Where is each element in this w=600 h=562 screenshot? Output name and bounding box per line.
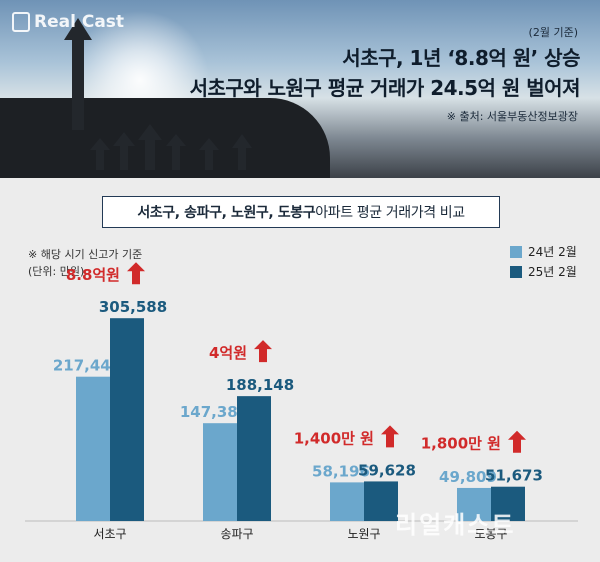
bar-2024 bbox=[203, 423, 237, 521]
note-criteria: ※ 해당 시기 신고가 기준 bbox=[28, 248, 143, 261]
legend-item-2025: 25년 2월 bbox=[510, 263, 577, 280]
logo-mark-icon bbox=[12, 12, 30, 32]
increase-arrow-icon bbox=[254, 340, 272, 363]
bar-2025 bbox=[491, 486, 525, 521]
rising-arrows-illustration bbox=[64, 18, 252, 170]
data-label-2024: 147,389 bbox=[180, 403, 248, 421]
data-label-2025: 59,628 bbox=[358, 461, 416, 479]
data-label-2025: 51,673 bbox=[485, 467, 543, 485]
source-note: ※ 출처: 서울부동산정보광장 bbox=[446, 110, 578, 123]
comparison-rest: 아파트 평균 거래가격 비교 bbox=[315, 205, 465, 221]
x-tick-label: 도봉구 bbox=[474, 527, 507, 541]
increase-arrow-icon bbox=[508, 430, 526, 453]
increase-arrow-icon bbox=[127, 262, 145, 285]
basis-note: (2월 기준) bbox=[528, 26, 578, 39]
hand-silhouette bbox=[0, 98, 330, 178]
bar-2025 bbox=[237, 396, 271, 521]
bar-2025 bbox=[110, 318, 144, 521]
data-label-2024: 49,809 bbox=[439, 468, 497, 486]
increase-label: 8.8억원 bbox=[66, 266, 120, 284]
increase-label: 4억원 bbox=[209, 344, 247, 362]
data-label-2024: 58,196 bbox=[312, 462, 370, 480]
header-banner: Real Cast (2월 기준) 서초구, 1년 ‘8.8억 원’ 상승 서초… bbox=[0, 0, 600, 178]
bar-2025 bbox=[364, 481, 398, 521]
data-label-2025: 305,588 bbox=[99, 298, 167, 316]
bar-2024 bbox=[457, 487, 491, 521]
increase-label: 1,800만 원 bbox=[421, 435, 501, 453]
legend-item-2024: 24년 2월 bbox=[510, 243, 577, 260]
increase-label: 1,400만 원 bbox=[294, 429, 374, 447]
increase-arrow-icon bbox=[381, 425, 399, 448]
legend-label-2024: 24년 2월 bbox=[528, 245, 577, 259]
data-label-2025: 188,148 bbox=[226, 376, 294, 394]
legend-swatch-2025 bbox=[510, 265, 522, 278]
headline-line1: 서초구, 1년 ‘8.8억 원’ 상승 bbox=[342, 46, 580, 70]
realcast-logo: Real Cast bbox=[12, 12, 124, 32]
logo-text: Real Cast bbox=[34, 12, 125, 32]
x-tick-label: 서초구 bbox=[93, 527, 126, 541]
x-tick-label: 노원구 bbox=[347, 527, 380, 541]
note-unit: (단위: 만원) bbox=[28, 265, 85, 278]
data-label-2024: 217,447 bbox=[53, 357, 121, 375]
watermark: 리얼캐스트 bbox=[395, 511, 516, 539]
legend-swatch-2024 bbox=[510, 245, 522, 258]
comparison-title-box: 서초구, 송파구, 노원구, 도봉구 아파트 평균 거래가격 비교 bbox=[102, 196, 500, 228]
headline-line2: 서초구와 노원구 평균 거래가 24.5억 원 벌어져 bbox=[189, 76, 581, 100]
x-tick-label: 송파구 bbox=[220, 527, 253, 541]
comparison-districts: 서초구, 송파구, 노원구, 도봉구 bbox=[137, 205, 316, 221]
bar-2024 bbox=[76, 376, 110, 521]
legend-label-2025: 25년 2월 bbox=[528, 265, 577, 279]
bar-2024 bbox=[330, 482, 364, 521]
